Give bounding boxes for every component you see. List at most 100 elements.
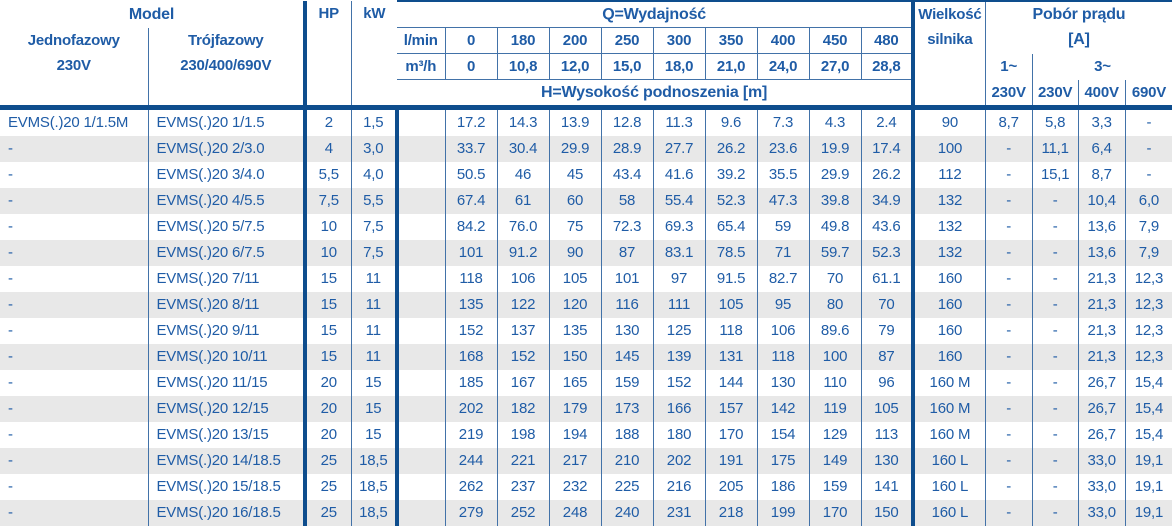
cell-current-value: 19,1 — [1125, 474, 1172, 500]
cell-hp: 10 — [305, 240, 351, 266]
cell-head-value: 30.4 — [497, 136, 549, 162]
cell-head-value: 199 — [757, 500, 809, 526]
cell-current-value: - — [985, 422, 1032, 448]
cell-head-value: 194 — [549, 422, 601, 448]
cell-current-value: - — [985, 370, 1032, 396]
header-three-phase: Trójfazowy 230/400/690V — [148, 28, 305, 108]
cell-head-value: 231 — [653, 500, 705, 526]
cell-head-value: 27.7 — [653, 136, 705, 162]
cell-head-value: 202 — [653, 448, 705, 474]
header-head-title: H=Wysokość podnoszenia [m] — [397, 80, 913, 108]
cell-flow-unit-spacer — [397, 162, 445, 188]
cell-head-value: 43.4 — [601, 162, 653, 188]
cell-motor-size: 112 — [913, 162, 985, 188]
cell-hp: 20 — [305, 370, 351, 396]
cell-current-value: - — [985, 240, 1032, 266]
cell-current-value: 8,7 — [985, 108, 1032, 137]
cell-kw: 7,5 — [351, 240, 397, 266]
motor-size-line2: silnika — [927, 31, 972, 48]
cell-head-value: 150 — [861, 500, 913, 526]
cell-head-value: 23.6 — [757, 136, 809, 162]
cell-current-value: - — [1032, 344, 1078, 370]
cell-head-value: 13.9 — [549, 108, 601, 137]
cell-current-value: 21,3 — [1078, 292, 1125, 318]
cell-current-value: - — [1032, 266, 1078, 292]
cell-flow-unit-spacer — [397, 500, 445, 526]
cell-head-value: 165 — [549, 370, 601, 396]
cell-head-value: 166 — [653, 396, 705, 422]
cell-current-value: 12,3 — [1125, 266, 1172, 292]
flow-lmin-col: 450 — [809, 28, 861, 54]
cell-current-value: 26,7 — [1078, 396, 1125, 422]
cell-kw: 11 — [351, 344, 397, 370]
flow-lmin-col: 200 — [549, 28, 601, 54]
cell-current-value: 33,0 — [1078, 448, 1125, 474]
cell-current-value: - — [1032, 474, 1078, 500]
header-phase3: 3~ — [1032, 54, 1172, 80]
cell-kw: 1,5 — [351, 108, 397, 137]
cell-head-value: 26.2 — [861, 162, 913, 188]
header-single-phase: Jednofazowy 230V — [0, 28, 148, 108]
cell-hp: 7,5 — [305, 188, 351, 214]
cell-current-value: 21,3 — [1078, 266, 1125, 292]
cell-head-value: 185 — [445, 370, 497, 396]
cell-model-three-phase: EVMS(.)20 8/11 — [148, 292, 305, 318]
cell-head-value: 248 — [549, 500, 601, 526]
cell-head-value: 218 — [705, 500, 757, 526]
cell-head-value: 78.5 — [705, 240, 757, 266]
header-unit-lmin: l/min — [397, 28, 445, 54]
cell-model-three-phase: EVMS(.)20 14/18.5 — [148, 448, 305, 474]
cell-head-value: 106 — [497, 266, 549, 292]
cell-head-value: 118 — [757, 344, 809, 370]
header-current-title: Pobór prądu [A] — [985, 1, 1172, 54]
cell-model-single-phase: - — [0, 370, 148, 396]
cell-model-three-phase: EVMS(.)20 9/11 — [148, 318, 305, 344]
cell-hp: 20 — [305, 396, 351, 422]
cell-kw: 7,5 — [351, 214, 397, 240]
cell-head-value: 87 — [601, 240, 653, 266]
cell-head-value: 182 — [497, 396, 549, 422]
cell-head-value: 58 — [601, 188, 653, 214]
three-phase-line2: 230/400/690V — [180, 57, 271, 74]
cell-head-value: 179 — [549, 396, 601, 422]
cell-kw: 18,5 — [351, 474, 397, 500]
header-motor-size: Wielkość silnika — [913, 1, 985, 108]
cell-model-single-phase: - — [0, 292, 148, 318]
cell-head-value: 39.8 — [809, 188, 861, 214]
cell-kw: 18,5 — [351, 500, 397, 526]
cell-current-value: 19,1 — [1125, 500, 1172, 526]
cell-current-value: - — [985, 500, 1032, 526]
cell-head-value: 142 — [757, 396, 809, 422]
cell-head-value: 50.5 — [445, 162, 497, 188]
cell-motor-size: 160 — [913, 318, 985, 344]
cell-head-value: 173 — [601, 396, 653, 422]
cell-head-value: 101 — [601, 266, 653, 292]
cell-flow-unit-spacer — [397, 396, 445, 422]
cell-flow-unit-spacer — [397, 266, 445, 292]
cell-head-value: 9.6 — [705, 108, 757, 137]
cell-motor-size: 90 — [913, 108, 985, 137]
cell-head-value: 29.9 — [809, 162, 861, 188]
cell-head-value: 47.3 — [757, 188, 809, 214]
cell-current-value: 12,3 — [1125, 318, 1172, 344]
cell-current-value: - — [985, 214, 1032, 240]
cell-current-value: 19,1 — [1125, 448, 1172, 474]
cell-current-value: 26,7 — [1078, 370, 1125, 396]
cell-current-value: 7,9 — [1125, 214, 1172, 240]
cell-flow-unit-spacer — [397, 108, 445, 137]
cell-current-value: - — [1032, 396, 1078, 422]
cell-hp: 25 — [305, 474, 351, 500]
cell-head-value: 145 — [601, 344, 653, 370]
cell-kw: 18,5 — [351, 448, 397, 474]
cell-head-value: 76.0 — [497, 214, 549, 240]
cell-head-value: 100 — [809, 344, 861, 370]
cell-head-value: 216 — [653, 474, 705, 500]
cell-head-value: 91.5 — [705, 266, 757, 292]
cell-head-value: 244 — [445, 448, 497, 474]
